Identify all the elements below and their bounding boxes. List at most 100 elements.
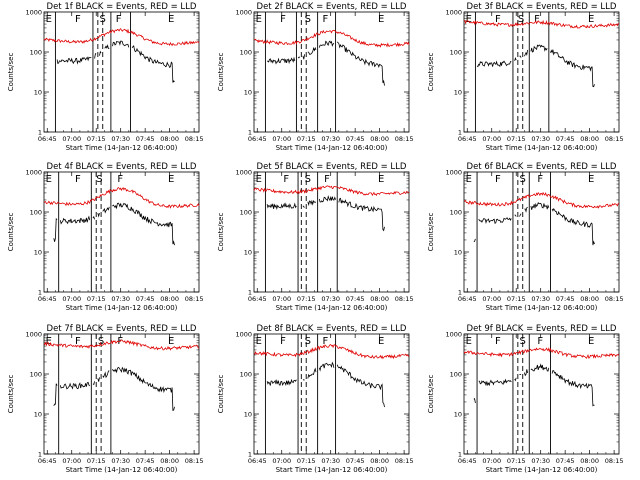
chart-6-xtick-label: 08:15	[605, 295, 624, 303]
chart-7-xtick-label: 07:00	[62, 457, 81, 465]
chart-8-events-line	[266, 361, 385, 408]
chart-8-xtick-label: 08:00	[370, 457, 389, 465]
chart-4-ytick-label: 100	[30, 209, 42, 217]
chart-8-segment-label: F	[323, 336, 329, 347]
chart-1-segment-label: E	[168, 14, 174, 25]
chart-2-segment-label: E	[256, 14, 262, 25]
chart-8-ytick-label: 1	[248, 451, 252, 459]
chart-9-ytick-label: 10	[454, 411, 462, 419]
chart-5-segment-label: E	[378, 174, 384, 185]
chart-2-frame	[253, 11, 410, 133]
chart-5-segment-label: E	[256, 174, 262, 185]
chart-2-ytick-label: 1	[248, 129, 252, 137]
chart-3-events-line	[476, 44, 595, 88]
chart-3-ytick-label: 1	[458, 129, 462, 137]
chart-1-ytick-label: 1	[38, 129, 42, 137]
chart-9-lld-line	[463, 347, 620, 359]
chart-9-ytick-label: 1	[458, 451, 462, 459]
chart-1-segment-label: F	[75, 14, 81, 25]
chart-1-segment-label: E	[46, 14, 52, 25]
chart-5-xtick-label: 07:15	[297, 295, 316, 303]
chart-5-xtick-label: 06:45	[248, 295, 267, 303]
chart-4-ytick-label: 1000	[25, 169, 42, 177]
chart-8-xtick-label: 07:30	[321, 457, 340, 465]
chart-6-ytick-label: 1	[458, 289, 462, 297]
chart-1-ytick-label: 100	[30, 49, 42, 57]
chart-1-xtick-label: 07:45	[136, 135, 155, 143]
chart-7-segment-label: S	[98, 336, 104, 347]
chart-5-ytick-label: 10	[244, 249, 252, 257]
chart-6-xtick-label: 07:00	[482, 295, 501, 303]
chart-5-xtick-label: 08:15	[395, 295, 414, 303]
chart-9-title: Det 9f BLACK = Events, RED = LLD	[467, 324, 617, 334]
chart-7: Det 7f BLACK = Events, RED = LLD Counts/s…	[7, 324, 203, 474]
chart-7-xtick-label: 07:15	[87, 457, 106, 465]
chart-7-xlabel: Start Time (14-Jan-12 06:40:00)	[66, 466, 178, 474]
chart-3-xlabel: Start Time (14-Jan-12 06:40:00)	[486, 144, 598, 152]
chart-4-segment-label: E	[168, 174, 174, 185]
chart-7-xtick-label: 06:45	[38, 457, 57, 465]
chart-5-segment-label: F	[324, 174, 330, 185]
chart-9-events-line	[473, 363, 595, 407]
chart-8-segment-label: S	[305, 336, 311, 347]
chart-3-xtick-label: 08:00	[580, 135, 599, 143]
chart-3-title: Det 3f BLACK = Events, RED = LLD	[467, 2, 617, 12]
chart-3-ytick-label: 100	[450, 49, 462, 57]
chart-3-segment-label: F	[495, 14, 501, 25]
chart-6-xtick-label: 07:30	[531, 295, 550, 303]
chart-7-ytick-label: 10	[34, 411, 42, 419]
chart-2-xtick-label: 07:45	[346, 135, 365, 143]
chart-3: Det 3f BLACK = Events, RED = LLD Counts/s…	[427, 2, 623, 152]
chart-1-segment-label: S	[99, 14, 105, 25]
chart-4: Det 4f BLACK = Events, RED = LLD Counts/s…	[7, 162, 203, 312]
chart-1-xtick-label: 07:15	[87, 135, 106, 143]
chart-2-lld-line	[253, 29, 410, 48]
chart-5-ytick-label: 100	[240, 209, 252, 217]
chart-9-xtick-label: 07:15	[507, 457, 526, 465]
chart-8-lld-line	[253, 344, 410, 360]
chart-1-lld-line	[43, 28, 200, 47]
chart-6-ylabel: Counts/sec	[427, 213, 435, 252]
chart-5-xtick-label: 08:00	[370, 295, 389, 303]
chart-6-ytick-label: 10	[454, 249, 462, 257]
chart-6-segment-label: F	[537, 174, 543, 185]
chart-8-segment-label: F	[280, 336, 286, 347]
chart-2-segment-label: E	[378, 14, 384, 25]
chart-8: Det 8f BLACK = Events, RED = LLD Counts/s…	[217, 324, 413, 474]
chart-9-xtick-label: 06:45	[458, 457, 477, 465]
chart-2-xtick-label: 07:00	[272, 135, 291, 143]
chart-5-xlabel: Start Time (14-Jan-12 06:40:00)	[276, 304, 388, 312]
chart-9-segment-label: F	[495, 336, 501, 347]
chart-4-segment-label: E	[46, 174, 52, 185]
chart-3-lld-line	[463, 19, 620, 29]
chart-8-xtick-label: 07:00	[272, 457, 291, 465]
chart-3-segment-label: E	[588, 14, 594, 25]
chart-4-segment-label: F	[117, 174, 123, 185]
chart-2-xtick-label: 07:30	[321, 135, 340, 143]
chart-5-segment-label: S	[305, 174, 311, 185]
chart-8-frame	[253, 333, 410, 455]
chart-5: Det 5f BLACK = Events, RED = LLD Counts/s…	[217, 162, 413, 312]
chart-3-frame	[463, 11, 620, 133]
chart-4-ytick-label: 1	[38, 289, 42, 297]
chart-9-frame	[463, 333, 620, 455]
chart-5-title: Det 5f BLACK = Events, RED = LLD	[257, 162, 407, 172]
chart-8-xtick-label: 08:15	[395, 457, 414, 465]
chart-8-ytick-label: 1000	[235, 331, 252, 339]
chart-7-xtick-label: 08:15	[185, 457, 204, 465]
chart-6-ytick-label: 100	[450, 209, 462, 217]
chart-9-segment-label: E	[466, 336, 472, 347]
chart-7-frame	[43, 333, 200, 455]
chart-2-ytick-label: 1000	[235, 9, 252, 17]
chart-3-xtick-label: 07:00	[482, 135, 501, 143]
chart-7-lld-line	[43, 339, 200, 351]
chart-8-segment-label: E	[378, 336, 384, 347]
chart-1-xtick-label: 08:15	[185, 135, 204, 143]
chart-6-events-line	[473, 202, 595, 246]
chart-8-segment-label: E	[256, 336, 262, 347]
chart-4-frame	[43, 171, 200, 293]
chart-3-xtick-label: 07:30	[531, 135, 550, 143]
chart-3-segment-label: E	[466, 14, 472, 25]
chart-3-xtick-label: 07:45	[556, 135, 575, 143]
chart-1-segment-label: F	[116, 14, 122, 25]
